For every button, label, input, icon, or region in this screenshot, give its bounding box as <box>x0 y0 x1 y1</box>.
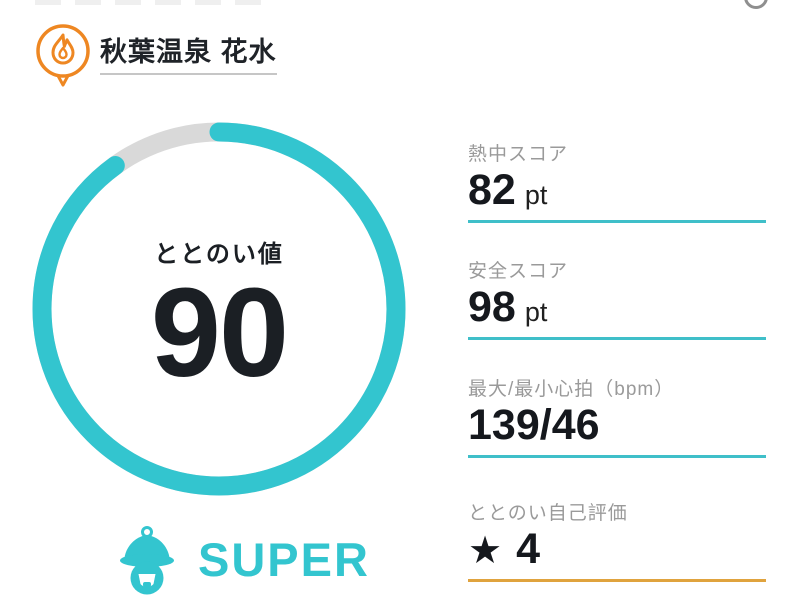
stat-value: 139/46 <box>468 401 600 449</box>
stat-unit: pt <box>524 297 548 327</box>
gauge-progress-arc <box>32 122 406 496</box>
cutoff-text-remnant <box>35 0 263 5</box>
stat-label: ととのい自己評価 <box>468 503 628 524</box>
flame-pin-icon <box>36 24 90 87</box>
stat-label: 熱中スコア <box>468 144 569 165</box>
rank-text: SUPER <box>198 533 370 586</box>
star-icon: ★ <box>468 530 503 572</box>
stat-value: 98 <box>468 283 516 331</box>
gauge-value: 90 <box>150 262 289 403</box>
stat-value: 4 <box>516 525 540 573</box>
totonoi-gauge-ring <box>32 122 406 496</box>
stat-label: 安全スコア <box>468 261 569 282</box>
stat-heart-rate: 最大/最小心拍（bpm） 139/46 <box>468 370 766 458</box>
stat-unit: pt <box>524 180 548 210</box>
stat-self-rating: ととのい自己評価 ★ 4 <box>468 494 766 582</box>
facility-title[interactable]: 秋葉温泉 花水 <box>100 36 277 76</box>
stat-heat-score: 熱中スコア 82 pt <box>468 135 766 223</box>
gauge-label: ととのい値 <box>154 241 284 268</box>
stat-value: 82 <box>468 166 516 214</box>
partial-circle-icon[interactable] <box>744 0 768 9</box>
stat-label: 最大/最小心拍（bpm） <box>468 379 675 400</box>
sauna-hat-icon <box>120 526 174 595</box>
stat-safety-score: 安全スコア 98 pt <box>468 252 766 340</box>
